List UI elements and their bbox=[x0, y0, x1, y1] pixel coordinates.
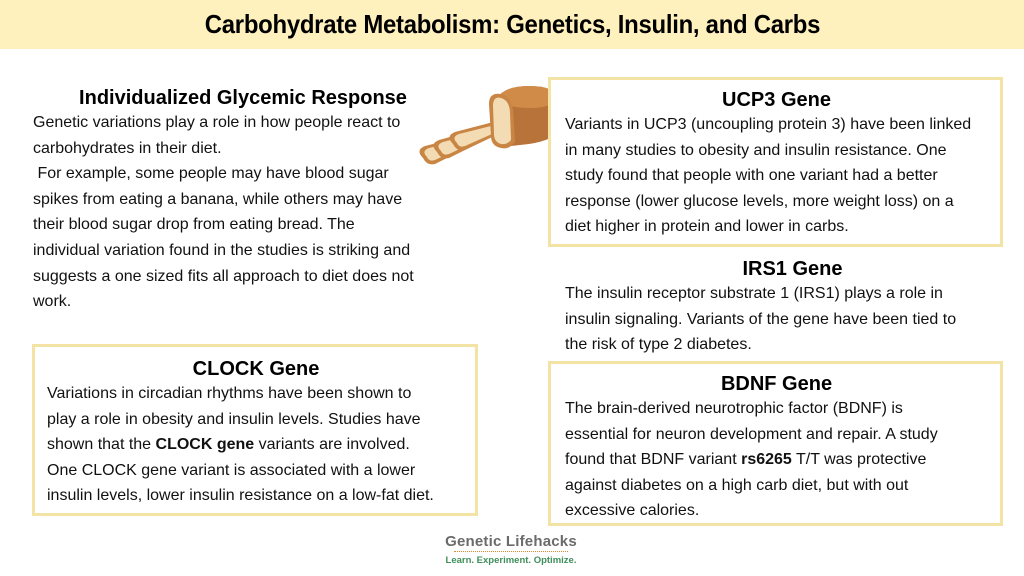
bread-loaf-icon bbox=[405, 80, 565, 180]
section-body: The insulin receptor substrate 1 (IRS1) … bbox=[565, 285, 957, 353]
card-title: UCP3 Gene bbox=[722, 89, 831, 111]
card-body: The brain-derived neurotrophic factor (B… bbox=[565, 400, 938, 519]
ucp3-gene-card: UCP3 Gene Variants in UCP3 (uncoupling p… bbox=[548, 77, 1003, 247]
card-body: Variations in circadian rhythms have bee… bbox=[47, 385, 434, 504]
genetic-lifehacks-logo[interactable]: Genetic Lifehacks Learn. Experiment. Opt… bbox=[436, 533, 586, 567]
rsid-emphasis: rs6265 bbox=[741, 451, 792, 468]
irs1-gene-section: IRS1 Gene The insulin receptor substrate… bbox=[548, 257, 1024, 358]
logo-name: Genetic Lifehacks bbox=[445, 533, 577, 550]
clock-gene-emphasis: CLOCK gene bbox=[155, 436, 255, 453]
page-title: Carbohydrate Metabolism: Genetics, Insul… bbox=[204, 9, 820, 39]
title-banner: Carbohydrate Metabolism: Genetics, Insul… bbox=[0, 0, 1024, 49]
logo-divider bbox=[454, 551, 568, 554]
card-body: Variants in UCP3 (uncoupling protein 3) … bbox=[565, 116, 972, 235]
section-title: Individualized Glycemic Response bbox=[79, 87, 407, 109]
card-title: BDNF Gene bbox=[720, 373, 833, 395]
glycemic-response-section: Individualized Glycemic Response Genetic… bbox=[33, 86, 453, 315]
bdnf-gene-card: BDNF Gene The brain-derived neurotrophic… bbox=[548, 361, 1003, 526]
clock-gene-card: CLOCK Gene Variations in circadian rhyth… bbox=[32, 344, 478, 516]
logo-tagline: Learn. Experiment. Optimize. bbox=[445, 555, 577, 566]
section-title: IRS1 Gene bbox=[742, 258, 843, 280]
card-title: CLOCK Gene bbox=[192, 358, 320, 380]
section-body: Genetic variations play a role in how pe… bbox=[33, 114, 414, 311]
